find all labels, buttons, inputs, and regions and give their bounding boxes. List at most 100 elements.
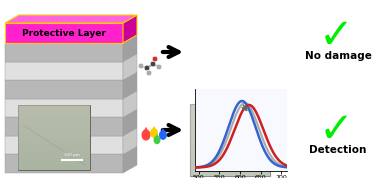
- Bar: [190, 113, 270, 114]
- Bar: [190, 123, 270, 124]
- Bar: [190, 172, 270, 173]
- Bar: [190, 138, 270, 139]
- Bar: [18, 105, 90, 170]
- Bar: [18, 128, 90, 129]
- Bar: [18, 150, 90, 151]
- Bar: [18, 158, 90, 159]
- Circle shape: [152, 56, 158, 62]
- Bar: [190, 142, 270, 143]
- Bar: [190, 110, 270, 111]
- Bar: [18, 116, 90, 117]
- Bar: [190, 127, 270, 128]
- Ellipse shape: [141, 129, 150, 141]
- Polygon shape: [123, 91, 137, 117]
- Bar: [18, 164, 90, 165]
- Bar: [190, 152, 270, 153]
- Bar: [190, 104, 270, 105]
- Bar: [18, 153, 90, 154]
- Bar: [190, 137, 270, 138]
- Bar: [5, 99, 123, 117]
- Bar: [18, 122, 90, 123]
- Ellipse shape: [159, 130, 167, 140]
- Polygon shape: [123, 109, 137, 136]
- Polygon shape: [161, 128, 166, 132]
- Bar: [190, 160, 270, 161]
- Bar: [190, 131, 270, 132]
- Bar: [18, 135, 90, 136]
- Bar: [18, 105, 90, 106]
- Bar: [18, 159, 90, 160]
- Bar: [190, 128, 270, 129]
- Text: Detection: Detection: [309, 145, 367, 155]
- Polygon shape: [123, 72, 137, 99]
- Bar: [190, 154, 270, 155]
- Bar: [5, 23, 123, 43]
- Bar: [18, 119, 90, 120]
- Bar: [190, 120, 270, 121]
- Circle shape: [150, 61, 156, 67]
- Bar: [190, 175, 270, 176]
- Bar: [18, 130, 90, 131]
- Bar: [190, 149, 270, 150]
- Bar: [190, 150, 270, 151]
- Bar: [190, 108, 270, 109]
- Bar: [18, 108, 90, 109]
- Bar: [18, 136, 90, 137]
- Ellipse shape: [150, 128, 158, 138]
- Bar: [18, 169, 90, 170]
- Bar: [18, 112, 90, 113]
- Bar: [18, 117, 90, 118]
- Circle shape: [146, 70, 152, 76]
- Bar: [190, 162, 270, 163]
- Text: ✓: ✓: [319, 109, 353, 151]
- Text: 100 µm: 100 µm: [244, 159, 260, 163]
- Bar: [190, 148, 270, 149]
- Polygon shape: [155, 134, 159, 138]
- Bar: [18, 160, 90, 161]
- Circle shape: [156, 64, 162, 70]
- Bar: [18, 149, 90, 150]
- Polygon shape: [5, 35, 137, 43]
- Bar: [190, 119, 270, 120]
- Bar: [190, 118, 270, 119]
- Bar: [190, 124, 270, 125]
- Bar: [18, 131, 90, 132]
- Bar: [18, 120, 90, 121]
- Bar: [18, 155, 90, 156]
- Bar: [190, 111, 270, 112]
- Bar: [18, 154, 90, 155]
- Bar: [18, 144, 90, 145]
- Bar: [18, 163, 90, 164]
- Bar: [190, 153, 270, 154]
- Bar: [18, 114, 90, 115]
- Bar: [190, 167, 270, 168]
- Bar: [190, 106, 270, 107]
- Bar: [190, 117, 270, 118]
- Bar: [190, 114, 270, 115]
- Bar: [18, 124, 90, 125]
- Bar: [18, 106, 90, 107]
- Bar: [18, 165, 90, 166]
- Bar: [190, 155, 270, 156]
- Bar: [5, 43, 123, 62]
- Bar: [190, 115, 270, 116]
- Bar: [190, 139, 270, 140]
- Bar: [190, 168, 270, 169]
- Bar: [18, 132, 90, 133]
- Bar: [190, 144, 270, 145]
- Bar: [190, 171, 270, 172]
- Bar: [190, 121, 270, 122]
- Polygon shape: [123, 128, 137, 155]
- Bar: [18, 142, 90, 143]
- Bar: [190, 126, 270, 127]
- Bar: [18, 138, 90, 139]
- Bar: [190, 104, 270, 176]
- Bar: [190, 122, 270, 123]
- Bar: [190, 105, 270, 106]
- Text: 100 µm: 100 µm: [64, 153, 80, 157]
- Bar: [190, 161, 270, 162]
- Bar: [190, 145, 270, 146]
- Bar: [190, 166, 270, 167]
- Bar: [18, 111, 90, 112]
- Bar: [18, 115, 90, 116]
